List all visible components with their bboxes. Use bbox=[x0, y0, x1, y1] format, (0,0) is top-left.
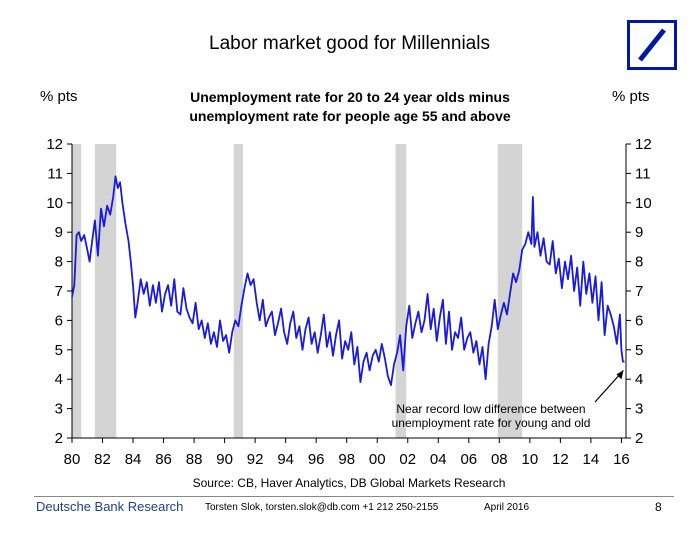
y-tick-label-right-6: 6 bbox=[635, 312, 643, 329]
y-tick-label-right-9: 9 bbox=[635, 224, 643, 241]
x-tick-label-7: 94 bbox=[277, 451, 294, 468]
y-axis-unit-left: % pts bbox=[40, 88, 78, 105]
y-axis-unit-right: % pts bbox=[612, 88, 650, 105]
annotation-arrowhead bbox=[616, 370, 624, 380]
y-tick-label-left-10: 10 bbox=[46, 195, 63, 212]
footer-divider bbox=[34, 496, 674, 497]
recession-band-3 bbox=[395, 144, 407, 438]
x-tick-label-1: 82 bbox=[94, 451, 111, 468]
y-tick-label-right-4: 4 bbox=[635, 371, 643, 388]
y-tick-label-right-10: 10 bbox=[635, 195, 652, 212]
y-tick-label-left-9: 9 bbox=[55, 224, 63, 241]
x-tick-label-16: 12 bbox=[552, 451, 569, 468]
x-tick-label-14: 08 bbox=[491, 451, 508, 468]
x-tick-label-17: 14 bbox=[583, 451, 600, 468]
x-tick-label-3: 86 bbox=[155, 451, 172, 468]
recession-band-2 bbox=[233, 144, 243, 438]
footer-contact: Torsten Slok, torsten.slok@db.com +1 212… bbox=[205, 502, 439, 513]
recession-band-1 bbox=[94, 144, 117, 438]
chart-subtitle-line-2: unemployment rate for people age 55 and … bbox=[189, 108, 511, 124]
x-tick-label-11: 02 bbox=[399, 451, 416, 468]
y-tick-label-left-2: 2 bbox=[55, 430, 63, 447]
x-tick-label-8: 96 bbox=[308, 451, 325, 468]
page-title: Labor market good for Millennials bbox=[209, 33, 490, 54]
page-number: 8 bbox=[655, 500, 662, 514]
y-tick-label-left-8: 8 bbox=[55, 254, 63, 271]
footer-brand: Deutsche Bank Research bbox=[36, 499, 184, 514]
x-tick-label-12: 04 bbox=[430, 451, 447, 468]
y-tick-label-left-6: 6 bbox=[55, 312, 63, 329]
y-tick-label-left-11: 11 bbox=[47, 165, 63, 182]
x-tick-label-9: 98 bbox=[338, 451, 355, 468]
chart-source: Source: CB, Haver Analytics, DB Global M… bbox=[193, 476, 506, 490]
x-tick-label-2: 84 bbox=[125, 451, 142, 468]
y-tick-label-right-12: 12 bbox=[635, 136, 652, 153]
annotation-line-2: unemployment rate for young and old bbox=[392, 416, 591, 430]
y-tick-label-right-11: 11 bbox=[635, 165, 651, 182]
y-tick-label-right-2: 2 bbox=[635, 430, 643, 447]
x-tick-label-15: 10 bbox=[522, 451, 539, 468]
recession-band-0 bbox=[72, 144, 82, 438]
annotation-line-1: Near record low difference between bbox=[396, 402, 585, 416]
deutsche-bank-logo-icon bbox=[627, 20, 677, 70]
y-tick-label-right-7: 7 bbox=[635, 283, 643, 300]
y-tick-label-left-7: 7 bbox=[55, 283, 63, 300]
y-tick-label-right-8: 8 bbox=[635, 254, 643, 271]
y-tick-label-left-12: 12 bbox=[46, 136, 63, 153]
chart-subtitle-line-1: Unemployment rate for 20 to 24 year olds… bbox=[190, 89, 510, 105]
y-tick-label-right-3: 3 bbox=[635, 401, 643, 418]
series-line bbox=[71, 175, 625, 387]
x-tick-label-0: 80 bbox=[64, 451, 81, 468]
x-tick-label-13: 06 bbox=[460, 451, 477, 468]
y-tick-label-left-4: 4 bbox=[55, 371, 63, 388]
x-tick-label-5: 90 bbox=[216, 451, 233, 468]
x-tick-label-6: 92 bbox=[247, 451, 264, 468]
chart-subtitle: Unemployment rate for 20 to 24 year olds… bbox=[120, 88, 580, 126]
y-tick-label-right-5: 5 bbox=[635, 342, 643, 359]
y-tick-label-left-5: 5 bbox=[55, 342, 63, 359]
x-tick-label-18: 16 bbox=[613, 451, 630, 468]
footer-date: April 2016 bbox=[484, 502, 530, 513]
x-tick-label-10: 00 bbox=[369, 451, 386, 468]
y-tick-label-left-3: 3 bbox=[55, 401, 63, 418]
x-tick-label-4: 88 bbox=[186, 451, 203, 468]
